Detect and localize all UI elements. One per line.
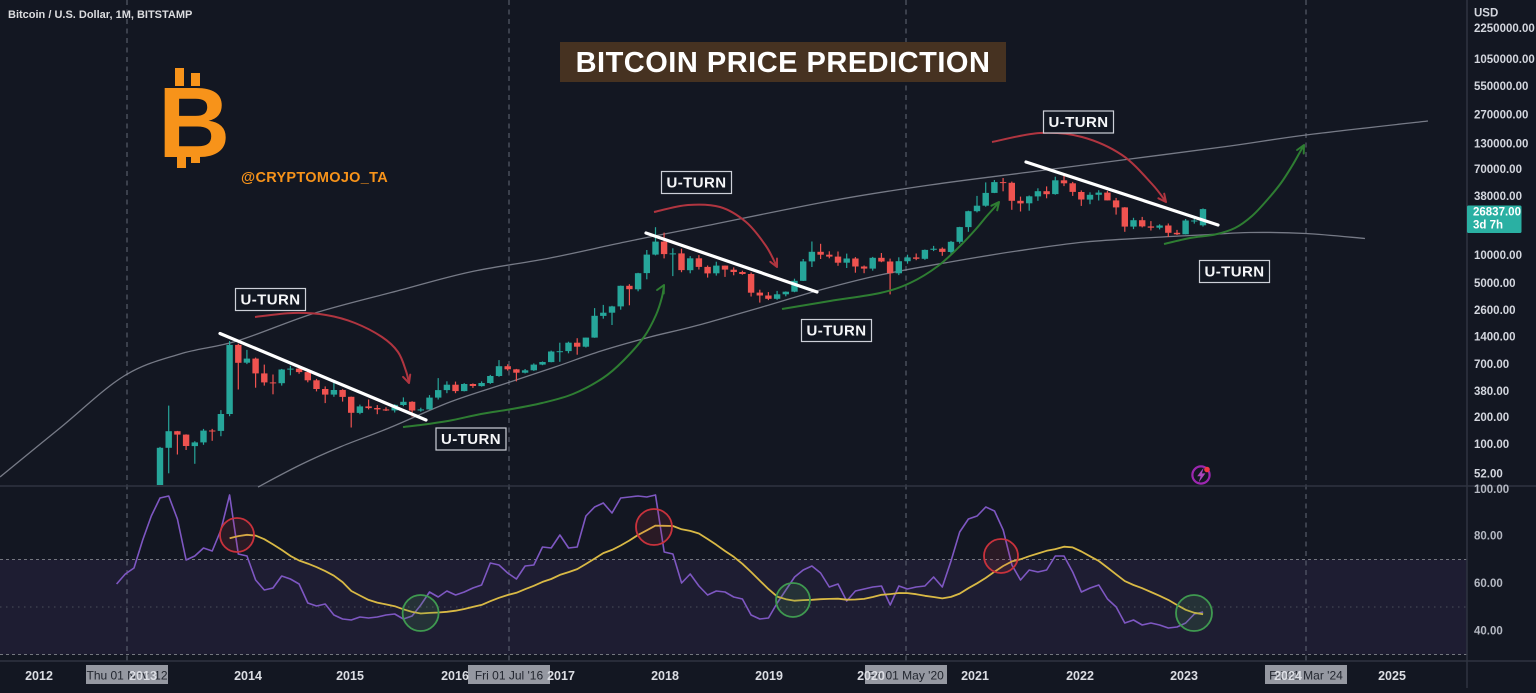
svg-text:U-TURN: U-TURN bbox=[667, 175, 727, 192]
svg-text:U-TURN: U-TURN bbox=[441, 431, 501, 448]
svg-text:2025: 2025 bbox=[1378, 669, 1406, 683]
svg-text:2023: 2023 bbox=[1170, 669, 1198, 683]
svg-text:100.00: 100.00 bbox=[1474, 484, 1509, 496]
svg-text:2017: 2017 bbox=[547, 669, 575, 683]
svg-text:100.00: 100.00 bbox=[1474, 439, 1509, 451]
svg-text:2012: 2012 bbox=[25, 669, 53, 683]
svg-text:2013: 2013 bbox=[129, 669, 157, 683]
svg-text:1400.00: 1400.00 bbox=[1474, 332, 1516, 344]
svg-text:U-TURN: U-TURN bbox=[1205, 264, 1265, 281]
svg-text:Fri 01 Jul '16: Fri 01 Jul '16 bbox=[475, 669, 544, 683]
svg-text:2016: 2016 bbox=[441, 669, 469, 683]
svg-text:80.00: 80.00 bbox=[1474, 531, 1503, 543]
svg-text:BITCOIN PRICE PREDICTION: BITCOIN PRICE PREDICTION bbox=[576, 47, 991, 79]
svg-text:Fri 01 May '20: Fri 01 May '20 bbox=[868, 669, 944, 683]
svg-text:10000.00: 10000.00 bbox=[1474, 250, 1522, 262]
svg-text:U-TURN: U-TURN bbox=[1049, 114, 1109, 131]
svg-text:2018: 2018 bbox=[651, 669, 679, 683]
svg-text:2019: 2019 bbox=[755, 669, 783, 683]
svg-text:380.00: 380.00 bbox=[1474, 386, 1509, 398]
svg-text:550000.00: 550000.00 bbox=[1474, 81, 1528, 93]
svg-text:2015: 2015 bbox=[336, 669, 364, 683]
svg-text:@CRYPTOMOJO_TA: @CRYPTOMOJO_TA bbox=[241, 170, 388, 186]
svg-text:2020: 2020 bbox=[857, 669, 885, 683]
svg-text:Bitcoin / U.S. Dollar, 1M, BIT: Bitcoin / U.S. Dollar, 1M, BITSTAMP bbox=[8, 9, 192, 21]
svg-text:3d 7h: 3d 7h bbox=[1473, 220, 1503, 232]
svg-text:26837.00: 26837.00 bbox=[1473, 207, 1521, 219]
svg-text:2250000.00: 2250000.00 bbox=[1474, 23, 1535, 35]
svg-text:40.00: 40.00 bbox=[1474, 626, 1503, 638]
svg-text:U-TURN: U-TURN bbox=[241, 292, 301, 309]
svg-text:U-TURN: U-TURN bbox=[807, 323, 867, 340]
svg-text:60.00: 60.00 bbox=[1474, 578, 1503, 590]
svg-text:2024: 2024 bbox=[1274, 669, 1302, 683]
svg-text:200.00: 200.00 bbox=[1474, 412, 1509, 424]
svg-text:2022: 2022 bbox=[1066, 669, 1094, 683]
svg-text:130000.00: 130000.00 bbox=[1474, 139, 1528, 151]
svg-text:700.00: 700.00 bbox=[1474, 359, 1509, 371]
svg-text:1050000.00: 1050000.00 bbox=[1474, 54, 1535, 66]
svg-text:5000.00: 5000.00 bbox=[1474, 278, 1516, 290]
svg-text:70000.00: 70000.00 bbox=[1474, 164, 1522, 176]
svg-text:52.00: 52.00 bbox=[1474, 469, 1503, 481]
svg-text:Thu 01 Nov '12: Thu 01 Nov '12 bbox=[86, 669, 167, 683]
svg-text:270000.00: 270000.00 bbox=[1474, 110, 1528, 122]
svg-text:2014: 2014 bbox=[234, 669, 262, 683]
svg-text:38000.00: 38000.00 bbox=[1474, 191, 1522, 203]
svg-text:2021: 2021 bbox=[961, 669, 989, 683]
svg-text:USD: USD bbox=[1474, 8, 1498, 20]
svg-text:Fri 01 Mar '24: Fri 01 Mar '24 bbox=[1269, 669, 1343, 683]
svg-text:2600.00: 2600.00 bbox=[1474, 305, 1516, 317]
